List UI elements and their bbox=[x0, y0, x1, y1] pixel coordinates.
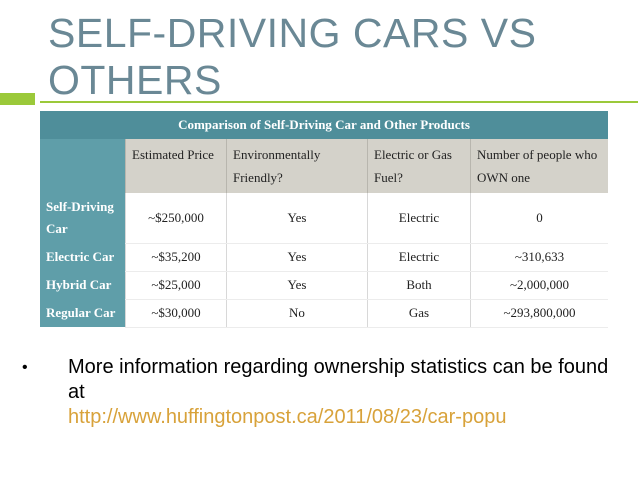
accent-bar bbox=[0, 93, 35, 105]
table-cell: Electric bbox=[367, 243, 471, 272]
bullet-marker: • bbox=[22, 359, 28, 376]
table-cell: ~293,800,000 bbox=[470, 299, 608, 328]
table-cell: 0 bbox=[470, 193, 608, 244]
ownership-statistics-link[interactable]: http://www.huffingtonpost.ca/2011/08/23/… bbox=[68, 406, 507, 428]
table-cell: ~$25,000 bbox=[125, 271, 227, 300]
accent-divider bbox=[40, 101, 638, 103]
column-header: Environmentally Friendly? bbox=[226, 139, 368, 193]
table-cell: No bbox=[226, 299, 368, 328]
comparison-table-container: Comparison of Self-Driving Car and Other… bbox=[40, 111, 608, 328]
row-header: Self-Driving Car bbox=[40, 193, 126, 243]
table-caption: Comparison of Self-Driving Car and Other… bbox=[40, 111, 608, 139]
bullet-text: More information regarding ownership sta… bbox=[68, 356, 609, 403]
table-cell: Gas bbox=[367, 299, 471, 328]
table-row: Self-Driving Car ~$250,000 Yes Electric … bbox=[40, 193, 608, 244]
table-cell: ~2,000,000 bbox=[470, 271, 608, 300]
row-header: Regular Car bbox=[40, 299, 126, 327]
table-header-row: Estimated Price Environmentally Friendly… bbox=[40, 139, 608, 193]
slide-title: SELF-DRIVING CARS VS OTHERS bbox=[48, 10, 537, 103]
table-cell: ~$250,000 bbox=[125, 193, 227, 244]
column-header: Number of people who OWN one bbox=[470, 139, 608, 193]
row-header: Hybrid Car bbox=[40, 271, 126, 299]
table-cell: ~$30,000 bbox=[125, 299, 227, 328]
table-row: Hybrid Car ~$25,000 Yes Both ~2,000,000 bbox=[40, 271, 608, 300]
table-corner-cell bbox=[40, 139, 126, 193]
table-cell: Electric bbox=[367, 193, 471, 244]
comparison-table: Comparison of Self-Driving Car and Other… bbox=[40, 111, 608, 328]
column-header: Estimated Price bbox=[125, 139, 227, 193]
table-cell: ~310,633 bbox=[470, 243, 608, 272]
table-cell: Both bbox=[367, 271, 471, 300]
column-header: Electric or Gas Fuel? bbox=[367, 139, 471, 193]
table-cell: Yes bbox=[226, 271, 368, 300]
table-cell: Yes bbox=[226, 243, 368, 272]
row-header: Electric Car bbox=[40, 243, 126, 271]
table-cell: Yes bbox=[226, 193, 368, 244]
table-row: Electric Car ~$35,200 Yes Electric ~310,… bbox=[40, 243, 608, 272]
table-row: Regular Car ~$30,000 No Gas ~293,800,000 bbox=[40, 299, 608, 328]
table-cell: ~$35,200 bbox=[125, 243, 227, 272]
